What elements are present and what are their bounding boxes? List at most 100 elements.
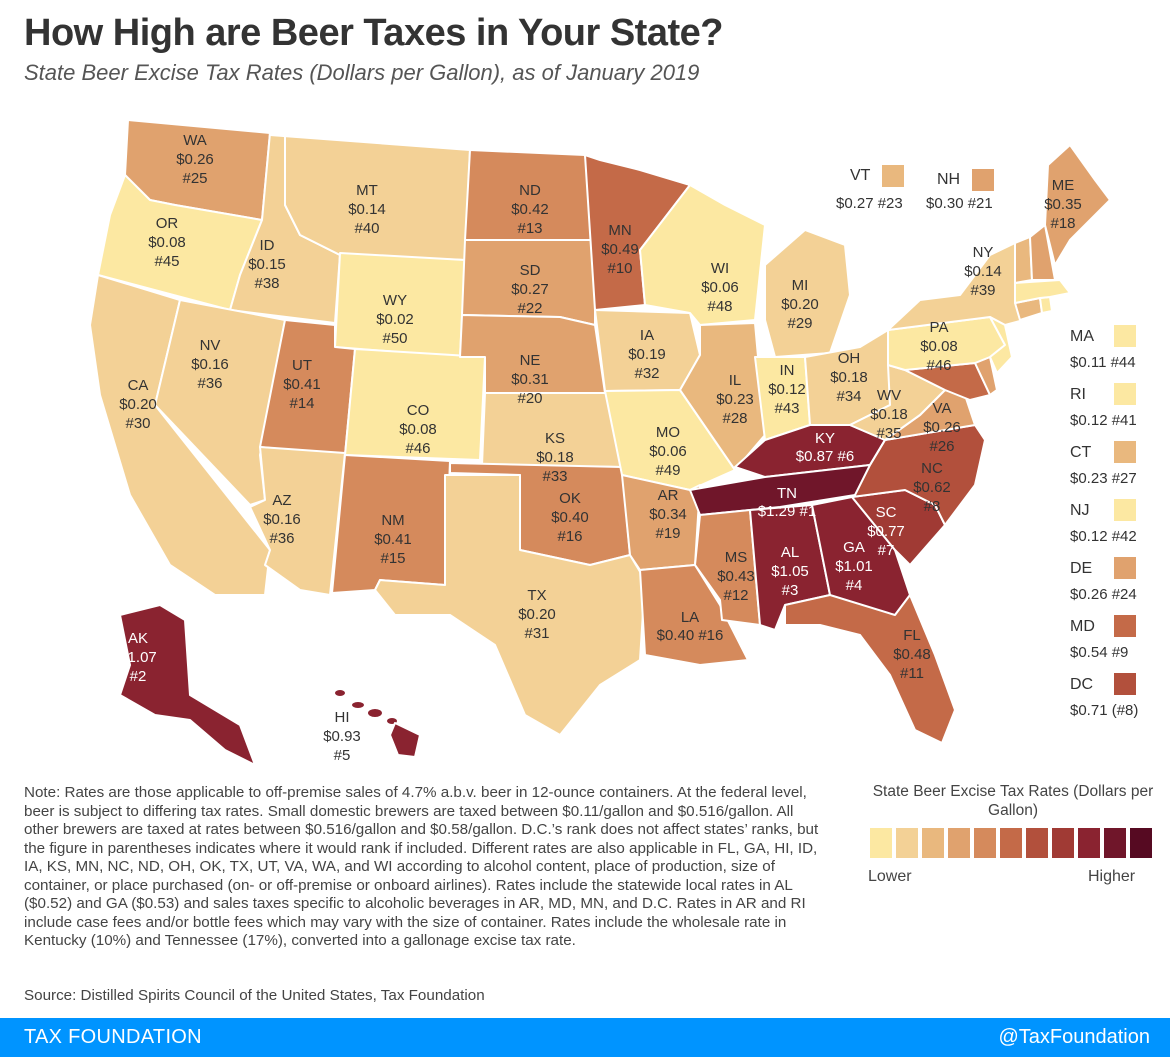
legend-swatch bbox=[1130, 828, 1152, 858]
legend-higher-label: Higher bbox=[1088, 868, 1136, 885]
state-label-abbr: IA bbox=[640, 327, 654, 344]
footer-bar: TAX FOUNDATION @TaxFoundation bbox=[0, 1018, 1170, 1057]
callout-value: $0.54 #9 bbox=[1070, 644, 1128, 661]
state-label-abbr: LA bbox=[681, 609, 699, 626]
callout-value: $0.27 #23 bbox=[836, 195, 903, 212]
legend-swatch bbox=[1078, 828, 1100, 858]
state-label-rate-rank: $0.87 #6 bbox=[796, 448, 854, 465]
state-label-abbr: NV bbox=[200, 337, 221, 354]
brand-name: TAX FOUNDATION bbox=[24, 1026, 202, 1048]
state-label-abbr: WI bbox=[711, 260, 729, 277]
state-mi[interactable] bbox=[764, 229, 851, 358]
state-label-rank: #36 bbox=[197, 375, 222, 392]
state-label-rank: #13 bbox=[517, 220, 542, 237]
state-label-rate: $0.62 bbox=[913, 479, 951, 496]
legend-swatch bbox=[1052, 828, 1074, 858]
state-label-abbr: KY bbox=[815, 430, 835, 447]
state-shapes bbox=[89, 119, 1111, 766]
state-ak[interactable] bbox=[119, 604, 256, 766]
state-fl[interactable] bbox=[784, 594, 956, 744]
legend-swatch bbox=[948, 828, 970, 858]
legend-swatch bbox=[870, 828, 892, 858]
state-ny[interactable] bbox=[887, 242, 1036, 331]
legend-lower-label: Lower bbox=[868, 868, 912, 885]
state-il[interactable] bbox=[679, 322, 766, 471]
state-label-abbr: MS bbox=[725, 549, 748, 566]
state-label-rate: $0.18 bbox=[536, 449, 574, 466]
state-label-rate: $0.15 bbox=[248, 256, 286, 273]
state-label-rate: $0.19 bbox=[628, 346, 666, 363]
callout-swatch bbox=[1114, 557, 1136, 579]
state-label-rate: $0.02 bbox=[376, 311, 414, 328]
state-label-rate: $0.20 bbox=[781, 296, 819, 313]
state-label-rate: $0.06 bbox=[649, 443, 687, 460]
state-tx[interactable] bbox=[374, 474, 646, 736]
state-hi[interactable] bbox=[333, 688, 421, 758]
state-label-rate: $0.26 bbox=[923, 419, 961, 436]
state-label-abbr: AK bbox=[128, 630, 148, 647]
twitter-handle[interactable]: @TaxFoundation bbox=[998, 1026, 1150, 1048]
state-label-abbr: WV bbox=[877, 387, 901, 404]
state-labels: WA $0.26 #25 OR $0.08 #45 CA $0.20 #30 ID $0.15 #38… bbox=[119, 132, 1082, 764]
callout-abbr: NH bbox=[937, 171, 960, 188]
state-label-rank: #16 bbox=[557, 528, 582, 545]
state-label-rate: $1.05 bbox=[771, 563, 809, 580]
state-label-rank: #12 bbox=[723, 587, 748, 604]
state-label-abbr: NE bbox=[520, 352, 541, 369]
state-label-rate: $0.08 bbox=[920, 338, 958, 355]
callout-swatch bbox=[1114, 325, 1136, 347]
state-label-rank: #28 bbox=[722, 410, 747, 427]
state-label-abbr: UT bbox=[292, 357, 312, 374]
state-label-rate: $0.18 bbox=[830, 369, 868, 386]
callout-abbr: MA bbox=[1070, 328, 1094, 345]
state-label-abbr: FL bbox=[903, 627, 921, 644]
state-label-rank: #49 bbox=[655, 462, 680, 479]
state-label-abbr: CO bbox=[407, 402, 430, 419]
state-mo[interactable] bbox=[604, 389, 736, 491]
legend-swatch bbox=[974, 828, 996, 858]
callout-value: $0.30 #21 bbox=[926, 195, 993, 212]
state-label-abbr: CA bbox=[128, 377, 149, 394]
state-nh[interactable] bbox=[1029, 224, 1056, 281]
state-label-abbr: OK bbox=[559, 490, 581, 507]
state-label-rank: #33 bbox=[542, 468, 567, 485]
state-label-rate: $0.16 bbox=[263, 511, 301, 528]
state-label-rate: $0.93 bbox=[323, 728, 361, 745]
state-label-rank: #5 bbox=[334, 747, 351, 764]
state-label-rate: $0.20 bbox=[518, 606, 556, 623]
state-wi[interactable] bbox=[639, 184, 766, 326]
callout-abbr: RI bbox=[1070, 386, 1086, 403]
state-label-rank: #39 bbox=[970, 282, 995, 299]
page-subtitle: State Beer Excise Tax Rates (Dollars per… bbox=[24, 60, 700, 85]
state-nj[interactable] bbox=[989, 316, 1013, 374]
state-label-abbr: NY bbox=[973, 244, 994, 261]
state-label-abbr: ID bbox=[260, 237, 275, 254]
state-label-rate: $0.14 bbox=[964, 263, 1002, 280]
state-label-rate: $0.48 bbox=[893, 646, 931, 663]
state-label-abbr: WA bbox=[183, 132, 207, 149]
state-nc[interactable] bbox=[851, 424, 986, 526]
callout-swatch bbox=[972, 169, 994, 191]
state-co[interactable] bbox=[344, 348, 486, 461]
state-ma[interactable] bbox=[1014, 279, 1071, 304]
callouts-side: MA $0.11 #44 RI $0.12 #41 CT $0.23 #27 NJ $0.12… bbox=[1070, 325, 1138, 719]
state-label-abbr: NM bbox=[381, 512, 404, 529]
state-label-abbr: OH bbox=[838, 350, 861, 367]
source-text: Source: Distilled Spirits Council of the… bbox=[24, 987, 485, 1004]
state-label-abbr: SC bbox=[876, 504, 897, 521]
color-legend bbox=[870, 828, 1152, 858]
state-ri[interactable] bbox=[1039, 296, 1053, 314]
legend-title: State Beer Excise Tax Rates (Dollars per… bbox=[872, 783, 1154, 819]
state-label-rank: #40 bbox=[354, 220, 379, 237]
state-label-rank: #35 bbox=[876, 425, 901, 442]
state-label-abbr: WY bbox=[383, 292, 407, 309]
callout-swatch bbox=[1114, 615, 1136, 637]
callout-abbr: DC bbox=[1070, 676, 1093, 693]
state-label-rate: $0.41 bbox=[283, 376, 321, 393]
state-label-abbr: IN bbox=[780, 362, 795, 379]
state-label-rate: $0.26 bbox=[176, 151, 214, 168]
callout-swatch bbox=[1114, 499, 1136, 521]
state-label-rank: #19 bbox=[655, 525, 680, 542]
state-me[interactable] bbox=[1044, 144, 1111, 266]
state-label-rate: $0.08 bbox=[399, 421, 437, 438]
